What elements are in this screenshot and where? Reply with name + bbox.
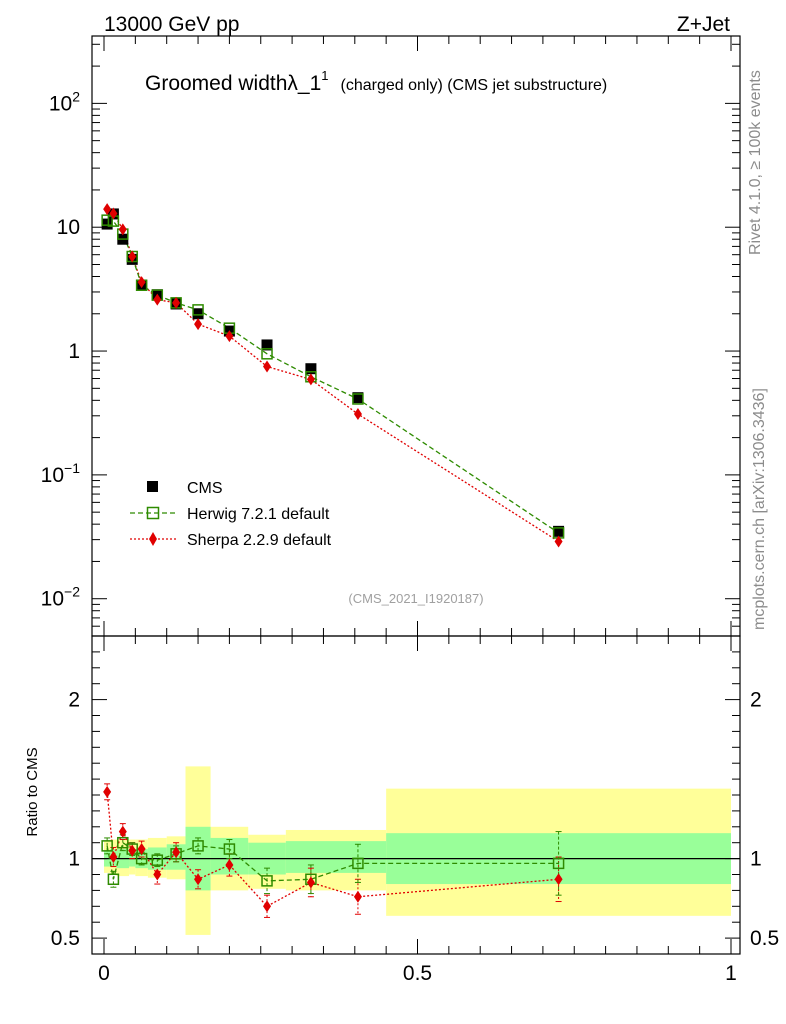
herwig-ratio-point-12 [552,857,565,870]
sherpa-ratio-point-5 [153,868,162,881]
ratio-ytick-label-left-0: 0.5 [51,927,80,950]
ratio-xtick-label-0: 0 [98,962,110,985]
sherpa-ratio-point-0 [103,785,112,798]
sherpa-point-3 [128,250,137,263]
main-ytick-label-3: 10 [57,216,80,239]
herwig-point-11 [352,393,364,405]
main-ytick-exp-0: −2 [64,584,80,600]
sherpa-ratio-point-1 [109,851,118,864]
cms-point-11 [352,392,364,404]
side-label-rivet: Rivet 4.1.0, ≥ 100k events [747,70,764,255]
main-ytick-exp-4: 2 [72,88,80,104]
legend-sherpa-marker [149,532,157,546]
cms-point-10 [305,363,317,375]
ratio-xtick-label-2: 1 [725,962,737,985]
herwig-ratio-point-8 [223,843,236,855]
ratio-ytick-label-right-0: 0.5 [750,927,779,950]
herwig-ratio-point-1 [107,873,120,886]
legend-herwig-label: Herwig 7.2.1 default [187,506,330,523]
herwig-ratio-point-5 [151,854,164,866]
sherpa-ratio-point-6 [172,846,181,859]
sherpa-ratio-point-3 [128,844,137,857]
ratio-panel: 0 0.5 1 0.5 0.5 1 1 2 2 [51,635,779,985]
ratio-band-inner-10 [285,841,387,873]
header-energy: 13000 GeV pp [104,13,239,36]
sherpa-point-5 [153,293,162,306]
ratio-ytick-label-left-2: 2 [68,689,80,712]
sherpa-point-4 [137,276,146,289]
sherpa-point-12 [554,535,563,548]
analysis-reference: (CMS_2021_I1920187) [348,591,483,606]
cms-point-12 [553,525,565,537]
sherpa-point-8 [225,330,234,343]
herwig-ratio-point-9 [261,875,273,887]
sherpa-point-6 [172,296,181,309]
legend-cms-marker [147,481,158,492]
ratio-ytick-label-left-1: 1 [68,848,80,871]
herwig-ratio-point-7 [192,840,204,852]
ratio-axis-label: Ratio to CMS [24,747,41,836]
herwig-point-9 [261,348,273,360]
ratio-xtick-label-1: 0.5 [403,962,432,985]
herwig-ratio-point-11 [352,857,364,870]
header-process: Z+Jet [677,13,730,36]
herwig-ratio-point-0 [101,840,113,852]
sherpa-ratio-point-11 [353,890,362,903]
legend-cms-label: CMS [187,480,223,497]
sherpa-point-9 [263,360,272,373]
sherpa-ratio-point-4 [137,843,146,856]
main-ytick-label-2: 1 [68,340,80,363]
sherpa-point-2 [118,223,127,236]
herwig-point-7 [192,304,204,316]
main-ytick-label-1: 10−1 [41,460,81,487]
main-ytick-base-4: 10 [49,92,72,115]
main-ytick-label-4: 102 [49,88,80,115]
plot-title-main: Groomed widthλ_1 [145,72,321,95]
plot-title: Groomed widthλ_11 (charged only) (CMS jet… [145,68,607,95]
cms-point-9 [261,339,273,351]
sherpa-ratio-point-10 [306,876,315,889]
sherpa-line [106,208,559,543]
herwig-ratio-point-2 [117,836,129,849]
sherpa-ratio-point-8 [225,858,234,871]
sherpa-point-11 [353,408,362,421]
legend-herwig-marker [146,506,160,520]
sherpa-ratio-point-9 [263,900,272,913]
sherpa-ratio-point-2 [118,825,127,838]
cms-point-0 [101,218,113,230]
cms-point-7 [192,308,204,320]
main-ytick-base-3: 10 [57,216,80,239]
ratio-ytick-label-right-2: 2 [750,689,762,712]
legend: CMS Herwig 7.2.1 default Sherpa 2.2.9 de… [130,480,332,549]
side-label-mcplots: mcplots.cern.ch [arXiv:1306.3436] [751,388,768,630]
ratio-band-inner-3 [129,849,136,867]
main-ytick-exp-1: −1 [64,460,80,476]
herwig-line [107,219,559,534]
herwig-point-0 [101,214,113,226]
sherpa-point-10 [306,373,315,386]
legend-sherpa-label: Sherpa 2.2.9 default [187,532,332,549]
plot-title-superscript: 1 [321,68,328,83]
sherpa-point-7 [194,318,203,331]
sherpa-point-1 [109,207,118,220]
sherpa-ratio-point-7 [194,873,203,886]
main-ytick-base-2: 1 [68,340,80,363]
main-ytick-label-0: 10−2 [41,584,81,611]
main-ytick-base-0: 10 [41,588,64,611]
sherpa-point-0 [103,203,112,216]
main-ytick-base-1: 10 [41,464,64,487]
ratio-ytick-label-right-1: 1 [750,848,762,871]
plot-title-sub: (charged only) (CMS jet substructure) [341,77,608,94]
sherpa-ratio-point-12 [554,873,563,886]
